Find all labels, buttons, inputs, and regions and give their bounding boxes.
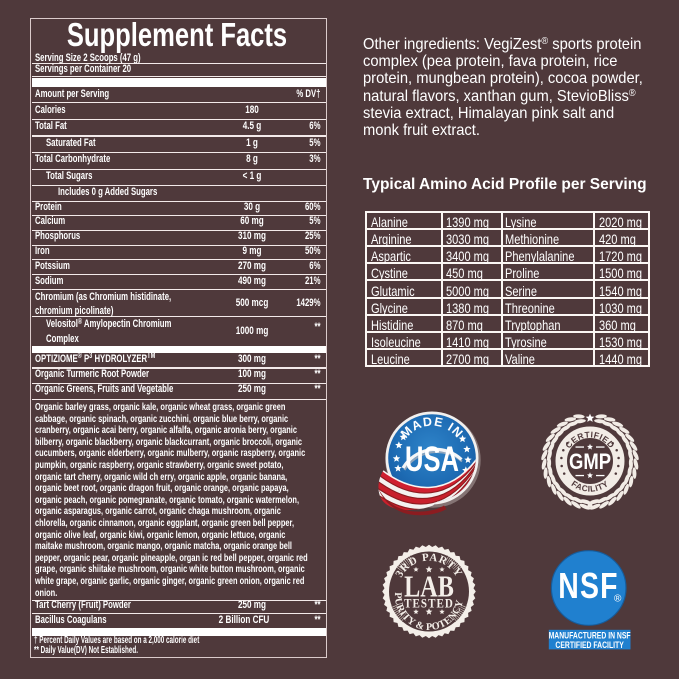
svg-text:CERTIFIED FACILITY: CERTIFIED FACILITY <box>555 640 624 650</box>
svg-text:®: ® <box>614 594 622 605</box>
svg-text:TESTED: TESTED <box>404 597 454 611</box>
svg-text:FACILITY: FACILITY <box>570 478 611 493</box>
svg-text:USA: USA <box>405 439 459 479</box>
svg-text:MANUFACTURED IN NSF: MANUFACTURED IN NSF <box>549 631 631 641</box>
svg-text:GMP: GMP <box>569 451 611 475</box>
svg-text:LAB: LAB <box>404 570 454 605</box>
svg-text:NSF: NSF <box>558 566 618 606</box>
